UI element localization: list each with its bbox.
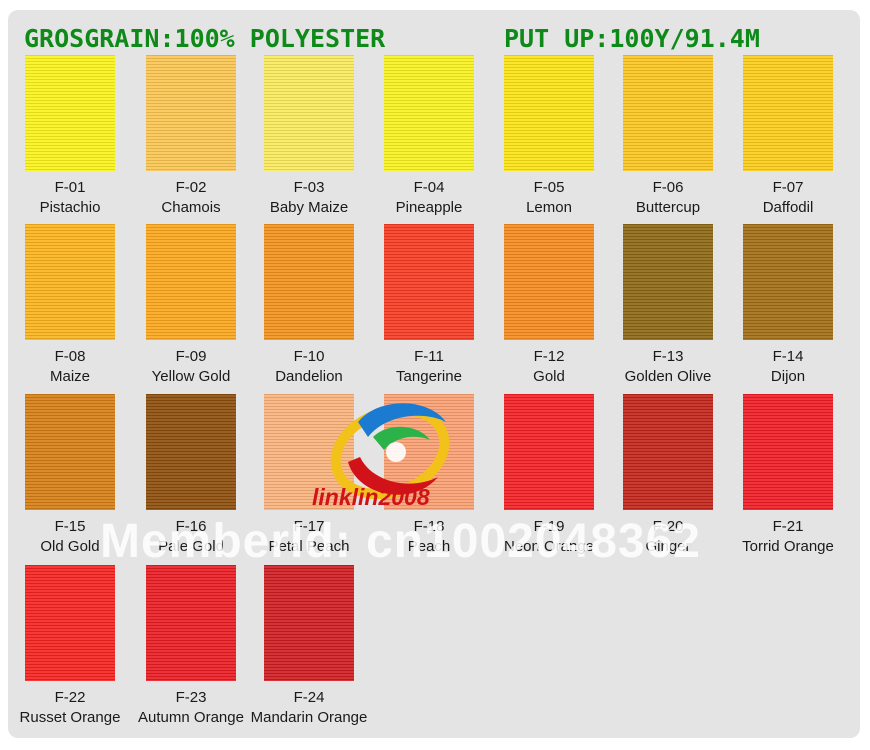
material-heading: GROSGRAIN:100% POLYESTER	[24, 24, 386, 53]
swatch-chip	[146, 55, 236, 171]
swatch-name: Gold	[533, 368, 565, 385]
swatch-chip	[623, 55, 713, 171]
member-id-watermark: MemberId: cn1002048362	[100, 515, 701, 568]
swatch-name: Autumn Orange	[138, 709, 244, 726]
swatch-name: Pineapple	[395, 199, 463, 216]
swatch-code: F-13	[652, 348, 684, 365]
swatch-code: F-05	[533, 179, 565, 196]
swatch-chip	[264, 565, 354, 681]
swatch-chip	[25, 394, 115, 510]
swatch-chip	[504, 55, 594, 171]
swatch-chip	[384, 224, 474, 340]
swatch-cell: F-12 Gold	[493, 224, 605, 394]
swatch-chip	[264, 55, 354, 171]
swatch-code: F-19	[533, 518, 565, 535]
swatch-cell: F-04 Pineapple	[373, 55, 485, 225]
put-up-heading: PUT UP:100Y/91.4M	[504, 24, 760, 53]
swatch-cell: F-13 Golden Olive	[612, 224, 724, 394]
swatch-chip	[743, 55, 833, 171]
swatch-chip	[25, 565, 115, 681]
swatch-code: F-15	[54, 518, 86, 535]
swatch-code: F-18	[413, 518, 445, 535]
swatch-name: Maize	[49, 368, 90, 385]
swatch-cell: F-08 Maize	[14, 224, 126, 394]
swatch-code: F-23	[175, 689, 207, 706]
swatch-cell: F-03 Baby Maize	[253, 55, 365, 225]
swatch-code: F-17	[293, 518, 325, 535]
swatch-cell: F-14 Dijon	[732, 224, 844, 394]
swatch-name: Mandarin Orange	[250, 709, 368, 726]
swatch-chip	[623, 394, 713, 510]
swatch-name: Buttercup	[635, 199, 701, 216]
swatch-name: Russet Orange	[19, 709, 121, 726]
swatch-cell: F-10 Dandelion	[253, 224, 365, 394]
swatch-code: F-20	[652, 518, 684, 535]
swatch-code: F-24	[293, 689, 325, 706]
swatch-name: Dijon	[770, 368, 806, 385]
swatch-code: F-02	[175, 179, 207, 196]
swatch-code: F-04	[413, 179, 445, 196]
swatch-name: Pistachio	[39, 199, 101, 216]
swatch-cell: F-09 Yellow Gold	[135, 224, 247, 394]
swatch-cell: F-24 Mandarin Orange	[251, 565, 367, 735]
logo-text: linklin2008	[312, 484, 430, 510]
swatch-code: F-01	[54, 179, 86, 196]
swatch-chip	[146, 394, 236, 510]
swatch-chip	[384, 55, 474, 171]
swatch-name: Baby Maize	[269, 199, 349, 216]
swatch-name: Dandelion	[275, 368, 343, 385]
swatch-code: F-06	[652, 179, 684, 196]
swatch-cell: F-11 Tangerine	[373, 224, 485, 394]
swatch-name: Lemon	[526, 199, 572, 216]
swatch-cell: F-16 Pale Gold	[135, 394, 247, 564]
swatch-chip	[25, 224, 115, 340]
swatch-name: Pale Gold	[158, 538, 224, 555]
swatch-chip	[146, 565, 236, 681]
swatch-code: F-14	[772, 348, 804, 365]
swatch-chip	[504, 394, 594, 510]
swatch-code: F-03	[293, 179, 325, 196]
swatch-name: Ginger	[645, 538, 691, 555]
swatch-code: F-10	[293, 348, 325, 365]
swatch-name: Peach	[407, 538, 451, 555]
swatch-cell: F-01 Pistachio	[14, 55, 126, 225]
swatch-chip	[623, 224, 713, 340]
linklin-logo-icon	[330, 403, 450, 500]
swatch-name: Old Gold	[40, 538, 100, 555]
swatch-name: Daffodil	[762, 199, 814, 216]
swatch-chip	[146, 224, 236, 340]
swatch-code: F-08	[54, 348, 86, 365]
swatch-chip	[504, 224, 594, 340]
swatch-name: Chamois	[161, 199, 221, 216]
swatch-cell: F-22 Russet Orange	[14, 565, 126, 735]
swatch-cell: F-15 Old Gold	[14, 394, 126, 564]
swatch-cell: F-23 Autumn Orange	[135, 565, 247, 735]
swatch-chip	[743, 394, 833, 510]
swatch-cell: F-19 Neon Orange	[493, 394, 605, 564]
swatch-name: Petal Peach	[268, 538, 350, 555]
swatch-cell: F-02 Chamois	[135, 55, 247, 225]
swatch-chip	[264, 224, 354, 340]
swatch-code: F-16	[175, 518, 207, 535]
swatch-code: F-09	[175, 348, 207, 365]
swatch-code: F-22	[54, 689, 86, 706]
swatch-name: Neon Orange	[503, 538, 595, 555]
swatch-name: Golden Olive	[624, 368, 712, 385]
swatch-code: F-07	[772, 179, 804, 196]
swatch-code: F-21	[772, 518, 804, 535]
swatch-cell: F-21 Torrid Orange	[732, 394, 844, 564]
swatch-chip	[743, 224, 833, 340]
swatch-chip	[25, 55, 115, 171]
swatch-code: F-11	[414, 348, 444, 365]
swatch-name: Yellow Gold	[151, 368, 231, 385]
swatch-name: Tangerine	[396, 368, 462, 385]
swatch-code: F-12	[533, 348, 565, 365]
swatch-cell: F-06 Buttercup	[612, 55, 724, 225]
swatch-cell: F-07 Daffodil	[732, 55, 844, 225]
swatch-name: Torrid Orange	[742, 538, 834, 555]
swatch-cell: F-05 Lemon	[493, 55, 605, 225]
swatch-cell: F-20 Ginger	[612, 394, 724, 564]
